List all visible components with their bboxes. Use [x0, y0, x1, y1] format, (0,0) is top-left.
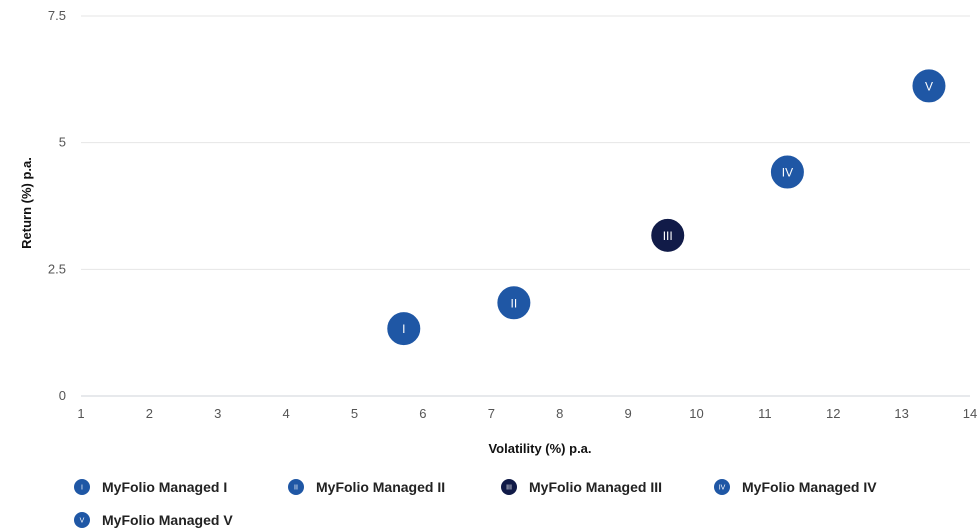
legend-item[interactable]: I MyFolio Managed I	[74, 479, 227, 495]
x-tick-label: 6	[419, 406, 426, 421]
legend-marker-label: V	[80, 518, 85, 525]
legend-marker-label: IV	[719, 485, 726, 492]
y-axis-ticks: 0 2.5 5 7.5	[48, 8, 66, 403]
y-tick-label: 5	[59, 135, 66, 150]
legend-marker-label: III	[506, 485, 512, 492]
x-tick-label: 10	[689, 406, 703, 421]
x-tick-label: 3	[214, 406, 221, 421]
legend-item[interactable]: IV MyFolio Managed IV	[714, 479, 877, 495]
point-label: II	[511, 296, 518, 310]
x-tick-label: 5	[351, 406, 358, 421]
x-tick-label: 11	[758, 406, 772, 421]
legend-label: MyFolio Managed III	[529, 479, 662, 495]
x-tick-label: 14	[963, 406, 977, 421]
point-label: III	[663, 229, 673, 243]
data-point[interactable]: V	[911, 68, 947, 104]
x-axis-ticks: 1 2 3 4 5 6 7 8 9 10 11 12 13 14	[77, 406, 977, 421]
point-marker[interactable]	[386, 311, 422, 347]
y-tick-label: 7.5	[48, 8, 66, 23]
x-tick-label: 12	[826, 406, 840, 421]
legend-marker	[74, 512, 90, 528]
legend-label: MyFolio Managed IV	[742, 479, 877, 495]
data-point[interactable]: IV	[769, 154, 805, 190]
legend-label: MyFolio Managed I	[102, 479, 227, 495]
x-axis-title: Volatility (%) p.a.	[488, 441, 591, 456]
legend: I MyFolio Managed I II MyFolio Managed II II…	[74, 479, 877, 528]
point-marker[interactable]	[650, 217, 686, 253]
x-tick-label: 2	[146, 406, 153, 421]
y-tick-label: 2.5	[48, 261, 66, 276]
y-axis-title: Return (%) p.a.	[19, 157, 34, 249]
x-tick-label: 1	[77, 406, 84, 421]
x-tick-label: 7	[488, 406, 495, 421]
point-marker[interactable]	[769, 154, 805, 190]
data-point[interactable]: III	[650, 217, 686, 253]
x-tick-label: 4	[283, 406, 290, 421]
data-point[interactable]: II	[496, 285, 532, 321]
legend-marker-label: II	[294, 485, 298, 492]
legend-label: MyFolio Managed II	[316, 479, 445, 495]
legend-marker	[74, 479, 90, 495]
legend-marker-label: I	[81, 485, 83, 492]
point-label: V	[925, 79, 933, 93]
point-marker[interactable]	[496, 285, 532, 321]
gridlines	[81, 15, 970, 397]
legend-item[interactable]: V MyFolio Managed V	[74, 512, 233, 528]
y-tick-label: 0	[59, 388, 66, 403]
legend-marker	[501, 479, 517, 495]
data-point[interactable]: I	[386, 311, 422, 347]
legend-marker	[288, 479, 304, 495]
x-tick-label: 9	[624, 406, 631, 421]
legend-item[interactable]: II MyFolio Managed II	[288, 479, 445, 495]
point-label: IV	[782, 166, 793, 180]
legend-marker	[714, 479, 730, 495]
x-tick-label: 13	[894, 406, 908, 421]
legend-label: MyFolio Managed V	[102, 512, 233, 528]
legend-item[interactable]: III MyFolio Managed III	[501, 479, 662, 495]
x-tick-label: 8	[556, 406, 563, 421]
point-marker[interactable]	[911, 68, 947, 104]
point-label: I	[402, 322, 405, 336]
